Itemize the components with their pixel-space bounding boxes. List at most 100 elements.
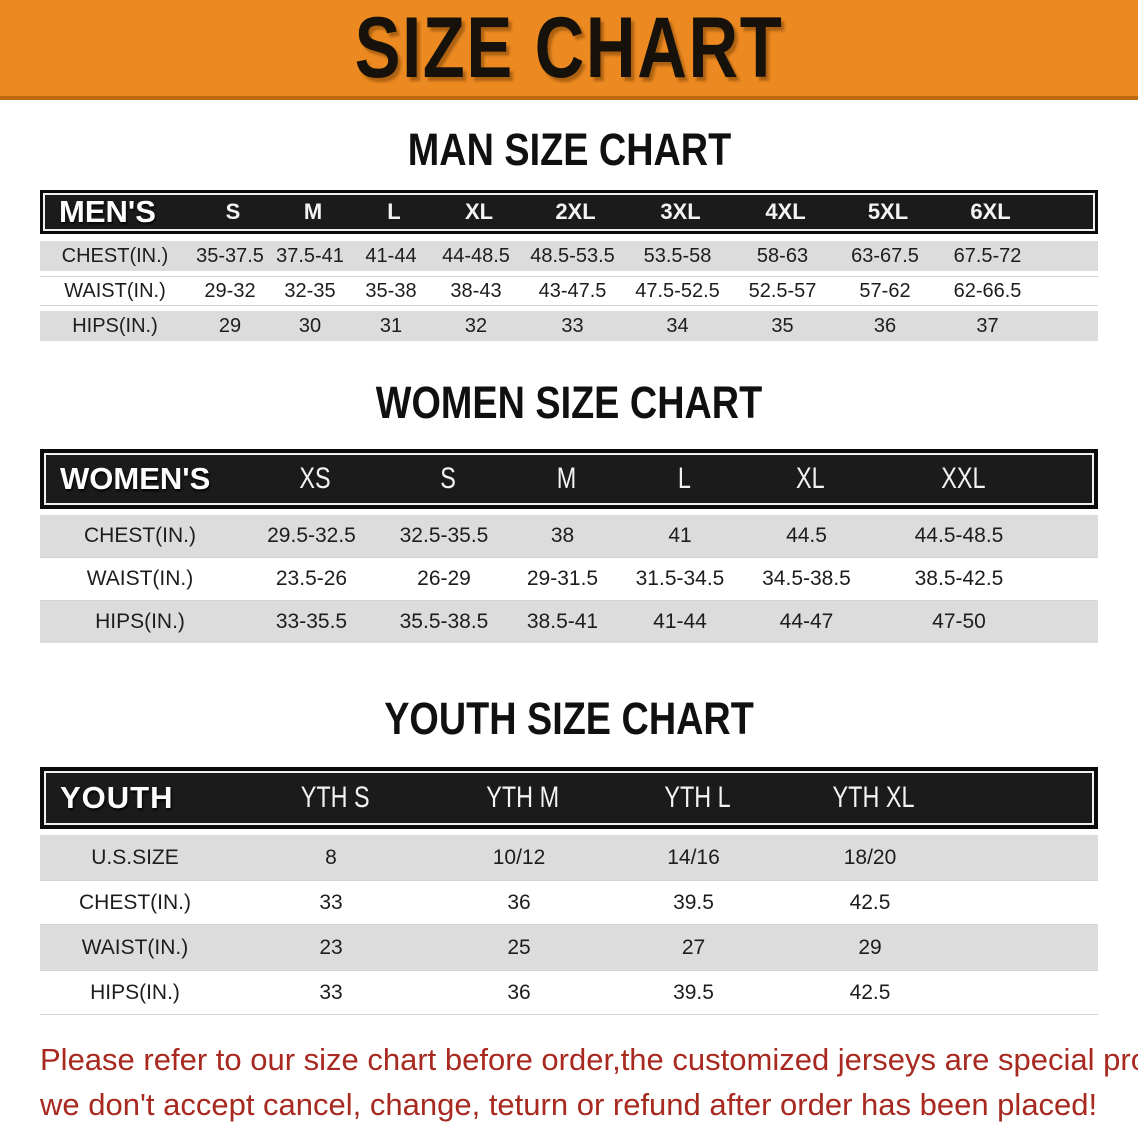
youth-row-hips: HIPS(IN.) 33 36 39.5 42.5	[40, 970, 1098, 1015]
youth-col-header: YTH M	[486, 781, 560, 814]
disclaimer-line-1: Please refer to our size chart before or…	[40, 1042, 1138, 1077]
size-value: 52.5-57	[748, 279, 817, 302]
youth-row-waist: WAIST(IN.) 23 25 27 29	[40, 925, 1098, 970]
size-value: 35-37.5	[196, 244, 264, 267]
size-value: 10/12	[492, 845, 546, 869]
size-value: 44-47	[779, 610, 834, 633]
size-value: 41	[668, 524, 692, 547]
men-heading: MAN SIZE CHART	[407, 124, 731, 175]
women-col-header: XS	[299, 462, 332, 495]
size-value: 37	[976, 314, 999, 337]
size-value: 32.5-35.5	[399, 524, 489, 547]
row-label: HIPS(IN.)	[72, 314, 158, 337]
size-value: 27	[681, 935, 706, 959]
men-row-waist: WAIST(IN.) 29-32 32-35 35-38 38-43 43-47…	[40, 276, 1098, 306]
size-value: 39.5	[673, 980, 714, 1004]
women-col-header: XL	[796, 462, 825, 495]
row-label: CHEST(IN.)	[79, 890, 191, 914]
size-value: 33	[561, 314, 584, 337]
banner-title: SIZE CHART	[354, 0, 784, 96]
men-col-header: S	[225, 199, 241, 224]
size-value: 44.5-48.5	[914, 524, 1004, 547]
women-table-header-row: WOMEN'S XS S M L XL XXL	[40, 449, 1098, 509]
youth-heading: YOUTH SIZE CHART	[384, 693, 754, 744]
disclaimer-line-2: we don't accept cancel, change, teturn o…	[40, 1087, 1098, 1122]
size-value: 67.5-72	[953, 244, 1022, 267]
men-section: MAN SIZE CHART MEN'S S M L XL 2XL 3XL 4X…	[0, 124, 1138, 341]
size-value: 39.5	[673, 890, 714, 914]
size-value: 31	[379, 314, 403, 337]
men-col-header: 2XL	[555, 199, 596, 224]
size-value: 33	[319, 980, 343, 1004]
size-value: 35-38	[365, 279, 417, 302]
size-value: 26-29	[417, 567, 471, 590]
youth-section: YOUTH SIZE CHART YOUTH YTH S YTH M YTH L…	[0, 693, 1138, 1015]
size-value: 57-62	[859, 279, 911, 302]
size-value: 29-32	[204, 279, 256, 302]
size-chart-banner: SIZE CHART	[0, 0, 1138, 100]
youth-row-ussize: U.S.SIZE 8 10/12 14/16 18/20	[40, 835, 1098, 880]
youth-col-header: YTH XL	[833, 781, 915, 814]
women-row-chest: CHEST(IN.) 29.5-32.5 32.5-35.5 38 41 44.…	[40, 515, 1098, 557]
size-value: 36	[507, 890, 531, 914]
size-value: 36	[507, 980, 531, 1004]
size-value: 34	[666, 314, 689, 337]
size-value: 42.5	[849, 890, 891, 914]
youth-table-corner-label: YOUTH	[60, 780, 174, 815]
size-value: 48.5-53.5	[530, 244, 615, 267]
women-col-header: L	[677, 462, 691, 495]
size-value: 29	[858, 935, 882, 959]
order-disclaimer: Please refer to our size chart before or…	[40, 1037, 1138, 1127]
size-value: 30	[298, 314, 322, 337]
men-col-header: 6XL	[970, 199, 1011, 224]
size-value: 23	[319, 935, 343, 959]
women-col-header: M	[556, 462, 577, 495]
women-row-hips: HIPS(IN.) 33-35.5 35.5-38.5 38.5-41 41-4…	[40, 601, 1098, 643]
youth-col-header: YTH S	[300, 781, 370, 814]
row-label: WAIST(IN.)	[81, 935, 189, 959]
size-value: 37.5-41	[276, 244, 344, 267]
youth-col-header: YTH L	[664, 781, 731, 814]
women-size-table: WOMEN'S XS S M L XL XXL CHEST(IN.) 29.5-…	[40, 449, 1098, 643]
size-value: 36	[873, 314, 897, 337]
row-label: U.S.SIZE	[91, 845, 179, 869]
size-value: 38.5-42.5	[914, 567, 1004, 590]
row-label: WAIST(IN.)	[86, 567, 194, 590]
size-value: 35.5-38.5	[399, 610, 489, 633]
size-value: 44-48.5	[442, 244, 510, 267]
size-value: 32-35	[284, 279, 336, 302]
size-value: 53.5-58	[643, 244, 712, 267]
youth-table-header-row: YOUTH YTH S YTH M YTH L YTH XL	[40, 767, 1098, 829]
men-size-table: MEN'S S M L XL 2XL 3XL 4XL 5XL 6XL CHEST…	[40, 190, 1098, 341]
youth-size-table: YOUTH YTH S YTH M YTH L YTH XL U.S.SIZE …	[40, 767, 1098, 1015]
size-value: 23.5-26	[275, 567, 348, 590]
men-col-header: M	[303, 199, 323, 224]
size-value: 8	[325, 845, 337, 869]
women-col-header: S	[440, 462, 456, 495]
size-value: 58-63	[756, 244, 809, 267]
size-value: 29	[218, 314, 242, 337]
size-value: 38.5-41	[526, 610, 599, 633]
size-value: 47.5-52.5	[635, 279, 720, 302]
women-table-corner-label: WOMEN'S	[60, 461, 211, 496]
men-row-hips: HIPS(IN.) 29 30 31 32 33 34 35 36 37	[40, 311, 1098, 341]
men-col-header: 3XL	[660, 199, 701, 224]
women-col-header: XXL	[940, 462, 986, 495]
youth-row-chest: CHEST(IN.) 33 36 39.5 42.5	[40, 880, 1098, 925]
women-heading: WOMEN SIZE CHART	[375, 377, 763, 428]
size-value: 31.5-34.5	[635, 567, 725, 590]
row-label: HIPS(IN.)	[90, 980, 180, 1004]
men-row-chest: CHEST(IN.) 35-37.5 37.5-41 41-44 44-48.5…	[40, 241, 1098, 271]
men-col-header: XL	[464, 199, 494, 224]
size-value: 44.5	[786, 524, 827, 547]
size-value: 43-47.5	[538, 279, 607, 302]
size-value: 18/20	[843, 845, 897, 869]
men-col-header: L	[387, 199, 401, 224]
row-label: CHEST(IN.)	[61, 244, 169, 267]
size-value: 25	[507, 935, 531, 959]
size-value: 35	[771, 314, 794, 337]
size-value: 33-35.5	[275, 610, 348, 633]
size-value: 63-67.5	[851, 244, 919, 267]
women-section: WOMEN SIZE CHART WOMEN'S XS S M L XL XXL…	[0, 377, 1138, 643]
row-label: HIPS(IN.)	[95, 610, 185, 633]
